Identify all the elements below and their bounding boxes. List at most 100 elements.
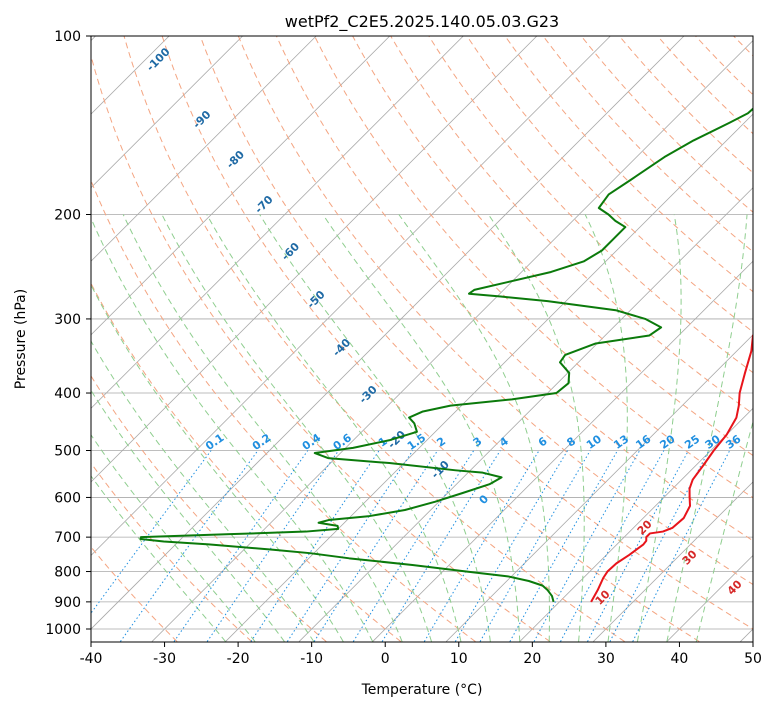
mixing-ratio-line xyxy=(509,450,619,642)
y-axis-label: Pressure (hPa) xyxy=(13,289,29,389)
x-axis-label: Temperature (°C) xyxy=(361,682,483,698)
isotherm-line xyxy=(445,334,753,642)
y-tick-label: 100 xyxy=(54,29,81,45)
line-labels: 0.1 0.2 0.4 0.6 1 1.5 2 3 4 6 8 10 13 16 20 25 30 36-100-… xyxy=(144,45,745,608)
dewpoint-line xyxy=(139,107,753,603)
mixing-ratio-line xyxy=(560,450,665,642)
mixing-ratio-label: 4 xyxy=(497,434,511,449)
dry-adiabat xyxy=(91,179,476,642)
x-tick-label: 40 xyxy=(671,651,689,667)
dry-adiabat-label: -100 xyxy=(144,45,173,74)
dry-adiabat xyxy=(504,36,753,293)
y-tick-label: 400 xyxy=(54,386,81,402)
mixing-ratio-line xyxy=(632,450,731,642)
isotherm-line xyxy=(151,39,753,642)
dry-adiabat xyxy=(695,36,753,96)
mixing-ratio-line xyxy=(173,450,309,642)
dry-adiabat-label: 0 xyxy=(477,492,492,507)
moist-adiabat xyxy=(206,214,462,642)
x-tick-label: -40 xyxy=(80,651,103,667)
x-tick-label: 0 xyxy=(381,651,390,667)
isotherm-line xyxy=(372,260,753,642)
y-tick-label: 900 xyxy=(54,595,81,611)
mixing-ratio-line xyxy=(286,450,414,642)
moist-adiabat xyxy=(91,389,285,642)
mixing-ratio-label: 0.1 xyxy=(203,431,226,453)
profile-lines xyxy=(139,107,753,603)
mixing-ratio-label: 0.4 xyxy=(300,431,324,453)
dry-adiabat-label: -60 xyxy=(279,240,302,263)
mixing-ratio-label: 2 xyxy=(434,435,448,450)
moist-adiabat xyxy=(666,214,748,642)
mixing-ratio-line xyxy=(313,450,439,642)
mixing-ratio-line xyxy=(91,450,212,614)
mixing-ratio-line xyxy=(250,450,380,642)
y-tick-label: 300 xyxy=(54,312,81,328)
dry-adiabat xyxy=(123,36,625,642)
mixing-ratio-line xyxy=(206,450,340,642)
mixing-ratio-label: 25 xyxy=(682,432,702,451)
x-tick-label: 50 xyxy=(744,651,762,667)
dry-adiabat xyxy=(91,54,551,642)
axis-ticks: -40 -30 -20 -10 0 10 20 30 40 5010020030040050060… xyxy=(45,29,762,667)
x-tick-label: -10 xyxy=(300,651,323,667)
isotherm-line xyxy=(91,36,538,483)
dry-adiabat-label: -70 xyxy=(252,193,275,216)
mixing-ratio-label: 16 xyxy=(633,432,653,452)
mixing-ratio-label: 13 xyxy=(611,432,631,451)
isotherm-line xyxy=(91,36,611,557)
mixing-ratio-line xyxy=(120,450,259,642)
moist-adiabat xyxy=(161,214,432,642)
dry-adiabat xyxy=(237,36,753,586)
moist-adiabat xyxy=(487,214,585,642)
mixing-ratio-line xyxy=(423,450,540,642)
dry-adiabat xyxy=(314,36,753,499)
dry-adiabat-label: -80 xyxy=(224,148,247,171)
y-tick-label: 1000 xyxy=(45,622,81,638)
y-tick-label: 500 xyxy=(54,443,81,459)
plot-frame xyxy=(90,35,754,643)
background-lines xyxy=(91,36,753,642)
dry-adiabat xyxy=(352,36,753,457)
mixing-ratio-line xyxy=(587,450,689,642)
moist-adiabat xyxy=(122,214,403,642)
isotherm-line xyxy=(91,36,464,409)
temperature-line xyxy=(590,333,753,603)
dry-adiabat xyxy=(91,462,253,642)
moist-adiabat xyxy=(636,214,682,642)
isotherm-line xyxy=(593,481,753,642)
isotherm-line xyxy=(91,36,317,262)
isotherm-line xyxy=(519,407,753,642)
x-tick-label: -30 xyxy=(153,651,176,667)
x-tick-label: 10 xyxy=(450,651,468,667)
mixing-ratio-label: 3 xyxy=(471,435,485,450)
dry-adiabat xyxy=(390,36,753,415)
mixing-ratio-line xyxy=(533,450,641,642)
moist-adiabat xyxy=(398,214,550,642)
isotherm-line xyxy=(91,36,243,189)
dry-adiabat-label: -90 xyxy=(190,108,213,131)
moist-adiabat xyxy=(91,340,315,642)
y-tick-label: 600 xyxy=(54,490,81,506)
mixing-ratio-line xyxy=(454,450,569,642)
moist-adiabat xyxy=(91,475,226,642)
isotherm-line xyxy=(225,113,753,642)
dry-adiabat xyxy=(199,36,753,630)
moist-adiabat xyxy=(91,283,344,642)
moist-adiabat xyxy=(584,214,628,642)
x-tick-label: -20 xyxy=(227,651,250,667)
chart-title: wetPf2_C2E5.2025.140.05.03.G23 xyxy=(285,12,559,32)
x-tick-label: 20 xyxy=(523,651,541,667)
mixing-ratio-line xyxy=(381,450,501,642)
moist-adiabat-label: 20 xyxy=(635,517,655,537)
moist-adiabat-label: 10 xyxy=(593,587,613,607)
moist-adiabat-label: 30 xyxy=(680,547,700,567)
moist-adiabat xyxy=(91,434,256,642)
mixing-ratio-line xyxy=(352,450,475,642)
mixing-ratio-label: 20 xyxy=(658,432,678,452)
isotherm-line xyxy=(91,36,685,630)
x-tick-label: 30 xyxy=(597,651,615,667)
moist-adiabat xyxy=(322,214,521,642)
dry-adiabat-label: -30 xyxy=(357,383,380,406)
